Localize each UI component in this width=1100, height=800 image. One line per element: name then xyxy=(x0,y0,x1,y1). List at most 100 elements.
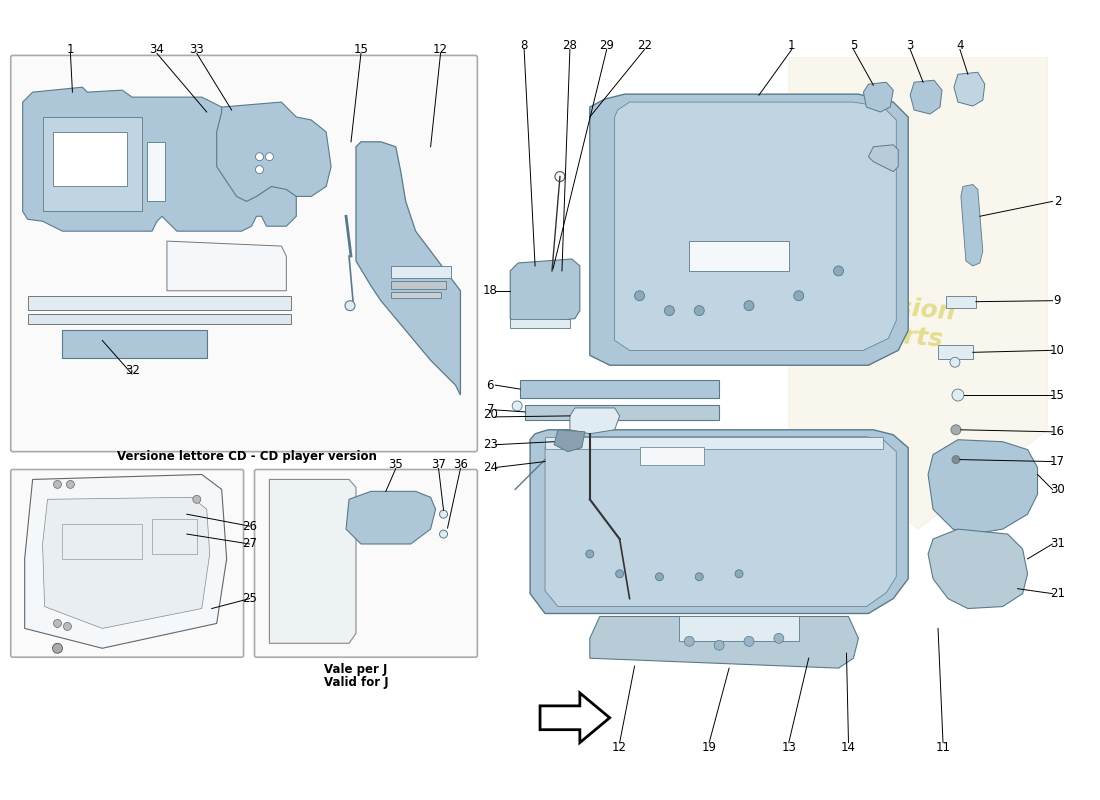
Text: 5: 5 xyxy=(850,39,857,52)
Circle shape xyxy=(695,573,703,581)
Polygon shape xyxy=(615,102,896,350)
Text: 22: 22 xyxy=(637,39,652,52)
Bar xyxy=(147,142,165,202)
Circle shape xyxy=(834,266,844,276)
Polygon shape xyxy=(510,259,580,326)
Text: 10: 10 xyxy=(1050,344,1065,357)
Polygon shape xyxy=(270,479,356,643)
Circle shape xyxy=(54,481,62,488)
Text: 31: 31 xyxy=(1050,538,1065,550)
Bar xyxy=(63,524,142,559)
Bar xyxy=(390,266,451,278)
Text: 25: 25 xyxy=(242,592,257,605)
Circle shape xyxy=(744,301,754,310)
Circle shape xyxy=(345,301,355,310)
Text: Versione lettore CD - CD player version: Versione lettore CD - CD player version xyxy=(117,450,376,462)
Text: Valid for J: Valid for J xyxy=(323,676,388,689)
Text: 28: 28 xyxy=(562,39,578,52)
Polygon shape xyxy=(928,440,1037,534)
Bar xyxy=(28,314,292,323)
Bar xyxy=(544,437,883,449)
Polygon shape xyxy=(530,430,909,614)
Text: 29: 29 xyxy=(600,39,614,52)
Bar xyxy=(152,519,197,554)
Bar xyxy=(639,446,704,465)
FancyBboxPatch shape xyxy=(254,470,477,658)
Text: 13: 13 xyxy=(781,741,796,754)
Text: 34: 34 xyxy=(150,43,164,56)
Text: 15: 15 xyxy=(353,43,369,56)
Bar xyxy=(53,132,128,186)
Bar xyxy=(510,318,570,329)
Circle shape xyxy=(735,570,743,578)
Text: 23: 23 xyxy=(483,438,497,451)
Circle shape xyxy=(192,495,201,503)
Polygon shape xyxy=(954,72,985,106)
Circle shape xyxy=(952,456,960,463)
Polygon shape xyxy=(864,82,893,112)
Circle shape xyxy=(64,622,72,630)
Polygon shape xyxy=(961,185,982,266)
Bar xyxy=(63,330,207,358)
FancyBboxPatch shape xyxy=(11,55,477,452)
FancyBboxPatch shape xyxy=(11,470,243,658)
Text: 1: 1 xyxy=(788,39,795,52)
Polygon shape xyxy=(43,498,210,629)
Bar xyxy=(390,292,441,298)
Polygon shape xyxy=(346,491,436,544)
Text: 3: 3 xyxy=(906,39,914,52)
Circle shape xyxy=(656,573,663,581)
Circle shape xyxy=(714,640,724,650)
Bar xyxy=(680,617,799,642)
Text: 37: 37 xyxy=(431,458,446,471)
Polygon shape xyxy=(554,430,585,452)
Circle shape xyxy=(952,425,961,434)
Circle shape xyxy=(255,166,264,174)
Circle shape xyxy=(664,306,674,315)
Text: 18: 18 xyxy=(483,284,497,298)
Text: 30: 30 xyxy=(1050,483,1065,496)
Text: 16: 16 xyxy=(1049,426,1065,438)
Circle shape xyxy=(556,171,565,182)
Polygon shape xyxy=(789,58,1047,529)
Text: 2: 2 xyxy=(1054,195,1062,208)
Text: 17: 17 xyxy=(1049,455,1065,468)
Bar xyxy=(520,380,719,398)
Text: 15: 15 xyxy=(1050,389,1065,402)
Text: 14: 14 xyxy=(842,741,856,754)
Circle shape xyxy=(440,530,448,538)
Text: Vale per J: Vale per J xyxy=(324,663,387,676)
Polygon shape xyxy=(167,241,286,290)
Circle shape xyxy=(744,636,754,646)
Bar xyxy=(525,405,719,420)
Bar xyxy=(28,296,292,310)
Text: 26: 26 xyxy=(242,520,257,533)
Text: 24: 24 xyxy=(483,461,498,474)
Bar xyxy=(946,296,976,308)
Text: 27: 27 xyxy=(242,538,257,550)
Text: 21: 21 xyxy=(1049,587,1065,600)
Polygon shape xyxy=(540,693,609,742)
Circle shape xyxy=(586,550,594,558)
Text: 12: 12 xyxy=(433,43,448,56)
Circle shape xyxy=(53,643,63,654)
Text: 19: 19 xyxy=(702,741,717,754)
Text: 35: 35 xyxy=(388,458,404,471)
Text: 6: 6 xyxy=(486,378,494,392)
Text: 12: 12 xyxy=(612,741,627,754)
Circle shape xyxy=(952,389,964,401)
Text: 11: 11 xyxy=(935,741,950,754)
Text: 20: 20 xyxy=(483,408,497,422)
Text: 1: 1 xyxy=(67,43,74,56)
Text: 4: 4 xyxy=(956,39,964,52)
Circle shape xyxy=(513,401,522,411)
Text: 9: 9 xyxy=(1054,294,1062,307)
Circle shape xyxy=(950,358,960,367)
Polygon shape xyxy=(590,617,858,668)
Circle shape xyxy=(255,153,264,161)
Text: 36: 36 xyxy=(453,458,468,471)
Polygon shape xyxy=(910,80,942,114)
Text: a passion
for parts: a passion for parts xyxy=(818,289,956,352)
Circle shape xyxy=(684,636,694,646)
Text: 8: 8 xyxy=(520,39,528,52)
